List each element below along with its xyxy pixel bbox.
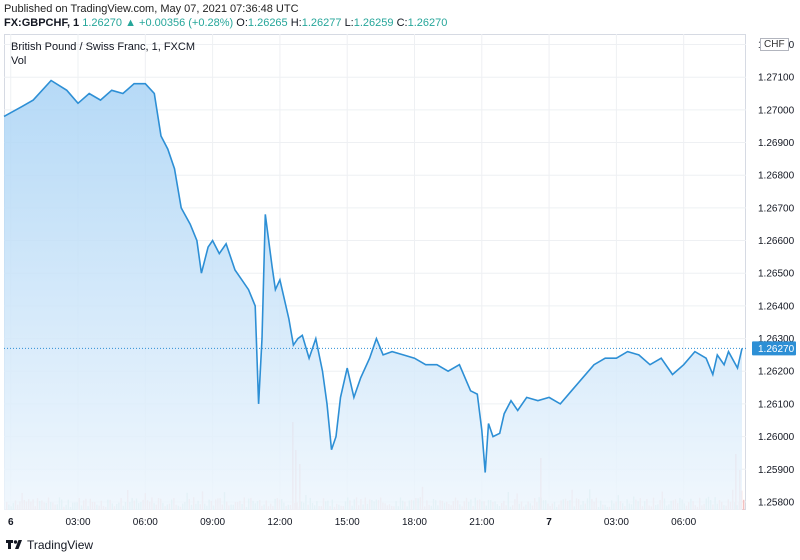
x-tick-label: 09:00: [200, 517, 225, 528]
y-tick-label: 1.26100: [758, 399, 795, 410]
price-change: +0.00356 (+0.28%): [139, 17, 234, 29]
open-value: 1.26265: [247, 17, 288, 29]
y-tick-label: 1.26700: [758, 203, 795, 214]
x-tick-label: 12:00: [267, 517, 292, 528]
footer-brand-label: TradingView: [27, 538, 94, 552]
close-value: 1.26270: [407, 17, 448, 29]
up-arrow-icon: ▲: [125, 17, 136, 29]
x-tick-label: 6: [8, 517, 14, 528]
last-price: 1.26270: [82, 17, 123, 29]
y-tick-label: 1.25800: [758, 497, 795, 508]
high-label: H:: [290, 17, 302, 29]
y-tick-label: 1.25900: [758, 465, 795, 476]
x-tick-label: 7: [546, 517, 552, 528]
x-tick-label: 15:00: [335, 517, 360, 528]
symbol-label[interactable]: FX:GBPCHF, 1: [4, 17, 80, 29]
volume-label: Vol: [11, 55, 27, 67]
y-tick-label: 1.26500: [758, 269, 795, 280]
y-tick-label: 1.27100: [758, 73, 795, 84]
last-price-badge-bg: [752, 341, 796, 356]
open-label: O:: [236, 17, 248, 29]
y-tick-label: 1.26200: [758, 367, 795, 378]
low-value: 1.26259: [353, 17, 394, 29]
x-tick-label: 03:00: [66, 517, 91, 528]
x-tick-label: 03:00: [604, 517, 629, 528]
low-label: L:: [344, 17, 354, 29]
last-price-badge: 1.26270: [752, 341, 796, 356]
close-label: C:: [396, 17, 408, 29]
tradingview-logo-icon: [6, 540, 22, 549]
price-line: [3, 79, 743, 473]
x-tick-label: 06:00: [133, 517, 158, 528]
y-tick-label: 1.26300: [758, 334, 795, 345]
x-axis[interactable]: 6 03:00 06:00 09:00 12:00 15:00 18:00 21:00 7 03:…: [8, 517, 697, 528]
published-caption: Published on TradingView.com, May 07, 20…: [4, 3, 299, 15]
x-tick-label: 18:00: [402, 517, 427, 528]
chart-title: British Pound / Swiss Franc, 1, FXCM: [11, 41, 195, 53]
footer-brand[interactable]: TradingView: [6, 538, 93, 552]
x-tick-label: 06:00: [671, 517, 696, 528]
price-area: [4, 80, 742, 510]
y-tick-label: 1.27000: [758, 105, 795, 116]
volume-bar: [743, 499, 745, 510]
x-tick-label: 21:00: [469, 517, 494, 528]
high-value: 1.26277: [301, 17, 342, 29]
y-tick-label: 1.26000: [758, 432, 795, 443]
y-tick-label: 1.26800: [758, 171, 795, 182]
currency-badge[interactable]: CHF: [760, 38, 789, 51]
y-axis[interactable]: 1.25800 1.25900 1.26000 1.26100 1.26200 1.263…: [758, 40, 795, 508]
y-tick-label: 1.26600: [758, 236, 795, 247]
y-tick-label: 1.26900: [758, 138, 795, 149]
ohlc-header: FX:GBPCHF, 1 1.26270 ▲ +0.00356 (+0.28%)…: [4, 17, 447, 29]
y-tick-label: 1.26400: [758, 301, 795, 312]
last-price-badge-label: 1.26270: [758, 344, 795, 355]
